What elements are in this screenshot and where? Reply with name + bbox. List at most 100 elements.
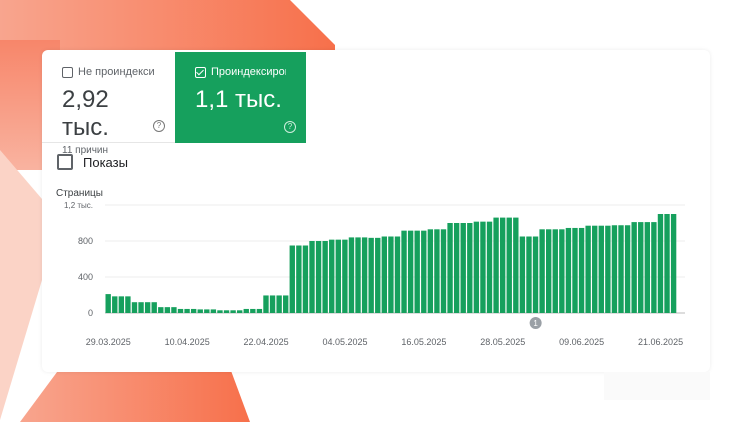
bar[interactable] <box>559 229 565 313</box>
bar[interactable] <box>605 225 611 313</box>
bar[interactable] <box>112 296 118 313</box>
bar[interactable] <box>631 222 637 313</box>
bar[interactable] <box>552 229 558 313</box>
bar[interactable] <box>118 296 125 313</box>
bar[interactable] <box>283 295 289 313</box>
checkbox-icon[interactable] <box>62 66 73 78</box>
bar[interactable] <box>144 302 151 313</box>
bar[interactable] <box>217 310 223 313</box>
bar[interactable] <box>651 222 657 313</box>
bar[interactable] <box>368 237 374 313</box>
bar[interactable] <box>513 217 519 313</box>
bar[interactable] <box>473 221 480 313</box>
bar[interactable] <box>361 237 368 313</box>
bar[interactable] <box>486 221 493 313</box>
bar[interactable] <box>585 225 591 313</box>
bar[interactable] <box>177 308 184 313</box>
bar[interactable] <box>171 307 177 313</box>
bar[interactable] <box>447 223 453 313</box>
bar[interactable] <box>539 229 545 313</box>
bar[interactable] <box>664 214 670 313</box>
bar[interactable] <box>657 214 664 313</box>
bar[interactable] <box>394 236 401 314</box>
bar[interactable] <box>243 308 249 313</box>
bar[interactable] <box>158 307 164 313</box>
blank-area <box>604 372 710 400</box>
bar[interactable] <box>578 227 585 313</box>
checkbox-checked-icon[interactable] <box>195 66 206 78</box>
bar[interactable] <box>598 225 604 313</box>
bar[interactable] <box>125 296 131 313</box>
bar[interactable] <box>407 230 414 313</box>
bar[interactable] <box>236 310 243 313</box>
bar[interactable] <box>480 221 486 313</box>
bar[interactable] <box>381 236 388 314</box>
bar[interactable] <box>329 239 335 313</box>
bar[interactable] <box>670 214 677 313</box>
bar[interactable] <box>223 310 230 313</box>
bar[interactable] <box>269 295 276 313</box>
bar[interactable] <box>440 229 447 313</box>
bar[interactable] <box>315 241 322 313</box>
bar[interactable] <box>296 245 302 314</box>
bar[interactable] <box>342 239 348 313</box>
bar[interactable] <box>388 236 394 314</box>
x-tick-label: 04.05.2025 <box>322 337 367 347</box>
bar[interactable] <box>335 239 341 313</box>
bar[interactable] <box>276 295 282 313</box>
bar[interactable] <box>138 302 144 313</box>
bar[interactable] <box>506 217 512 313</box>
bar[interactable] <box>624 225 631 313</box>
bar[interactable] <box>546 229 552 313</box>
y-tick-label: 0 <box>88 308 93 318</box>
bar[interactable] <box>256 308 263 313</box>
bar[interactable] <box>355 237 361 313</box>
bar[interactable] <box>197 309 203 313</box>
bar[interactable] <box>644 222 651 313</box>
bar[interactable] <box>565 227 572 313</box>
bar[interactable] <box>460 223 466 313</box>
bar[interactable] <box>526 236 532 314</box>
help-circle-icon[interactable]: ? <box>284 121 296 133</box>
bar[interactable] <box>493 217 499 313</box>
bar[interactable] <box>375 237 381 313</box>
bar[interactable] <box>348 237 355 313</box>
bar[interactable] <box>414 230 420 313</box>
bar[interactable] <box>499 217 506 313</box>
bar[interactable] <box>151 302 157 313</box>
bar[interactable] <box>322 241 328 313</box>
bar[interactable] <box>572 227 578 313</box>
bar[interactable] <box>302 245 309 314</box>
tab-not-indexed[interactable]: Не проиндексир... 2,92 тыс. 11 причин ? <box>42 52 175 156</box>
bar[interactable] <box>289 245 295 314</box>
bar[interactable] <box>467 223 473 313</box>
checkbox-icon[interactable] <box>57 154 73 170</box>
bar[interactable] <box>164 307 171 313</box>
bar[interactable] <box>210 309 217 313</box>
bar[interactable] <box>519 236 526 314</box>
bar[interactable] <box>131 302 138 313</box>
bar[interactable] <box>427 229 434 313</box>
x-tick-label: 09.06.2025 <box>559 337 604 347</box>
annotation-marker[interactable] <box>529 317 542 329</box>
bar[interactable] <box>184 308 190 313</box>
bar[interactable] <box>421 230 427 313</box>
bar[interactable] <box>453 223 460 313</box>
impressions-toggle[interactable]: Показы <box>57 154 128 170</box>
bar[interactable] <box>618 225 624 313</box>
tab-indexed[interactable]: Проиндексирова... 1,1 тыс. ? <box>175 52 306 143</box>
bar[interactable] <box>105 294 111 313</box>
bar[interactable] <box>592 225 598 313</box>
bar[interactable] <box>250 308 256 313</box>
bar[interactable] <box>638 222 644 313</box>
bar[interactable] <box>309 241 315 313</box>
bar[interactable] <box>190 308 197 313</box>
bar[interactable] <box>532 236 539 314</box>
bar[interactable] <box>230 310 236 313</box>
bar[interactable] <box>401 230 407 313</box>
help-circle-icon[interactable]: ? <box>153 120 165 132</box>
bar[interactable] <box>263 295 269 313</box>
bar[interactable] <box>434 229 440 313</box>
bar[interactable] <box>204 309 210 313</box>
bar[interactable] <box>611 225 618 313</box>
